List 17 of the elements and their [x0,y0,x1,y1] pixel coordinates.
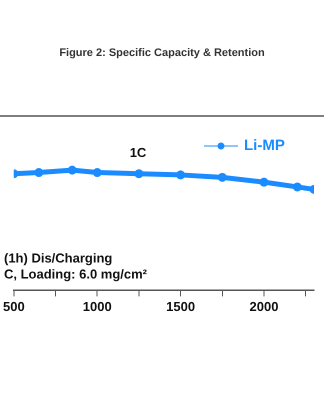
point [259,178,268,187]
chart-title: Figure 2: Specific Capacity & Retention [59,47,265,59]
annotation: (1h) Dis/Charging [4,250,112,266]
point [92,168,102,178]
x-tick-label: 1000 [82,298,112,314]
point [176,170,186,180]
text: 1C [130,145,147,160]
point [218,172,227,182]
x-tick-label: 2000 [250,298,278,314]
annotation: C, Loading: 6.0 mg/cm² [4,266,148,282]
x-tick-label: 1500 [166,298,196,314]
legend-label: Li-MP [244,137,285,154]
point [134,169,144,178]
point [34,168,44,178]
point [68,166,77,175]
point [292,182,302,192]
x-tick-label: 500 [2,298,25,314]
